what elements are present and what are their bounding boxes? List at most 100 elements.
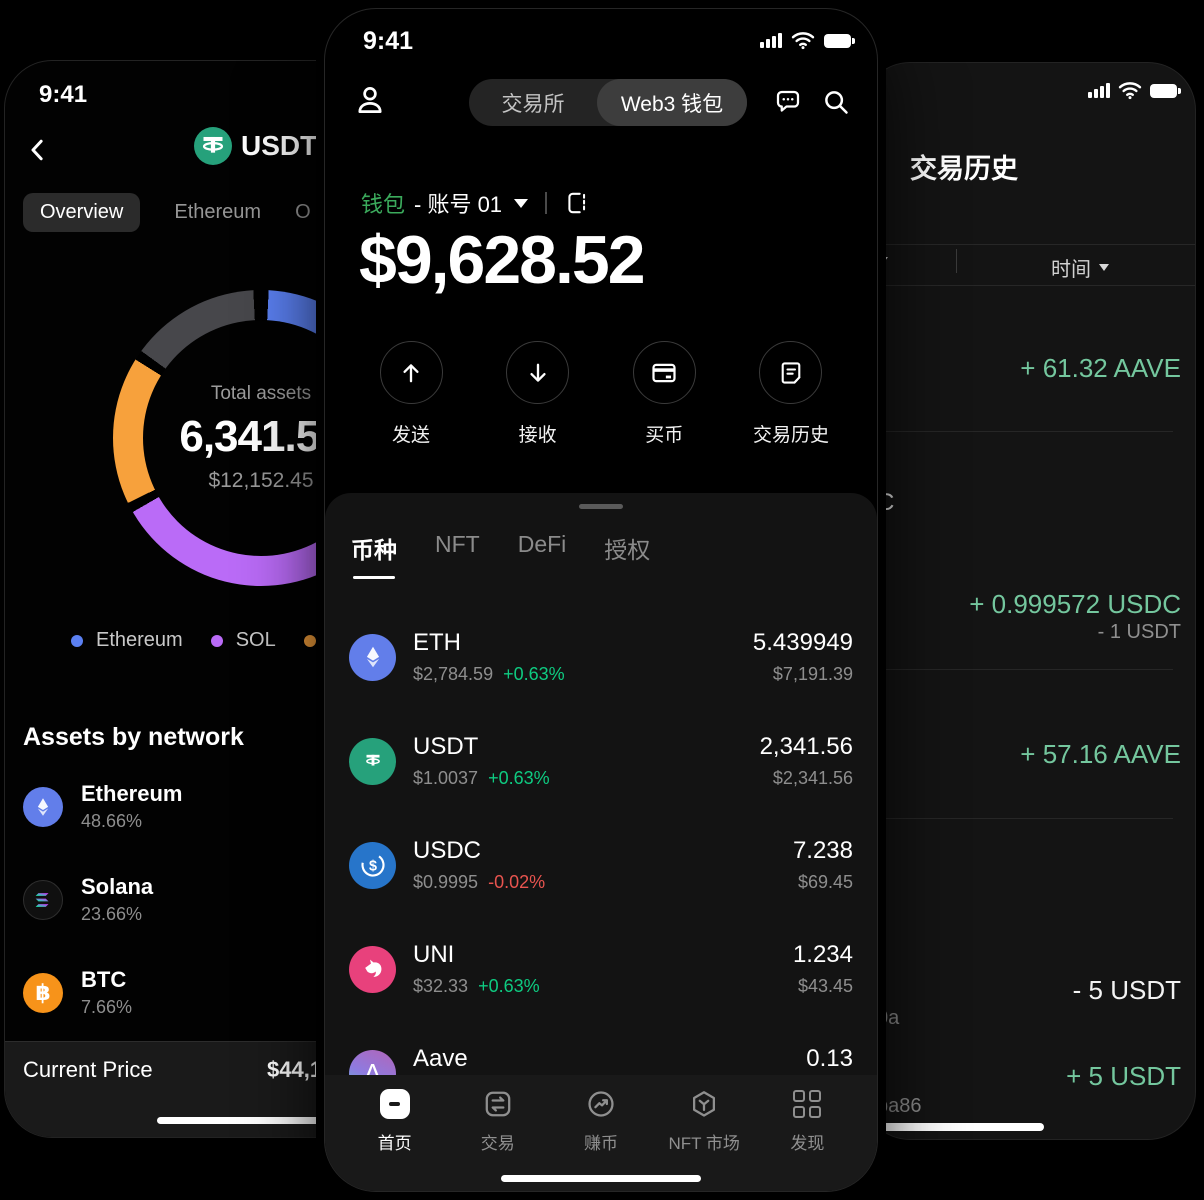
divider — [877, 431, 1173, 432]
tab-defi[interactable]: DeFi — [517, 531, 567, 557]
network-row-solana[interactable]: Solana 23.66% — [23, 874, 153, 925]
tab-nft[interactable]: NFT — [435, 531, 480, 557]
battery-icon — [824, 33, 855, 48]
coin-change: +0.63% — [478, 976, 540, 996]
filter-dropdown-arrow-icon[interactable] — [876, 257, 888, 265]
wifi-icon — [791, 31, 815, 50]
status-icons — [1088, 81, 1181, 100]
coin-price: $2,784.59 — [413, 664, 494, 684]
network-row-ethereum[interactable]: Ethereum 48.66% — [23, 781, 182, 832]
current-price-value: $44,12 — [267, 1057, 335, 1082]
home-indicator[interactable] — [157, 1117, 477, 1124]
nav-discover[interactable]: 发现 — [756, 1087, 859, 1191]
coin-price: $0.9995 — [413, 872, 479, 892]
usdc-icon: $ — [349, 841, 396, 889]
trade-icon — [481, 1087, 515, 1121]
donut-fiat: $12,152.45 — [208, 469, 314, 492]
legend-sol: SOL — [210, 629, 276, 652]
tab-ethereum[interactable]: Ethereum — [174, 201, 262, 223]
eth-icon — [349, 633, 396, 681]
tx-secondary-amount: - 1 USDT — [1097, 621, 1181, 643]
home-indicator[interactable] — [878, 1123, 1044, 1131]
card-icon — [632, 341, 696, 404]
donut-label: Total assets — [210, 383, 312, 404]
divider — [877, 669, 1173, 670]
tab-third[interactable]: O — [295, 201, 311, 223]
send-button[interactable]: 发送 — [359, 341, 463, 447]
btc-dot-icon — [303, 634, 316, 647]
coin-change: +0.63% — [488, 768, 550, 788]
profile-icon[interactable] — [353, 83, 387, 117]
signal-icon — [760, 33, 782, 48]
divider — [545, 192, 548, 214]
section-title: Assets by network — [23, 723, 244, 751]
filter-separator — [956, 249, 957, 273]
status-time: 9:41 — [363, 27, 414, 55]
tx-amount: - 5 USDT — [1072, 975, 1181, 1005]
document-icon — [759, 341, 823, 404]
segmented-control: 交易所 Web3 钱包 — [469, 79, 747, 126]
coin-row-usdc[interactable]: $ USDC $0.9995 -0.02% 7.238 $69.45 — [325, 813, 877, 917]
nav-earn[interactable]: 赚币 — [549, 1087, 652, 1191]
chat-icon[interactable] — [773, 87, 803, 117]
coin-row-usdt[interactable]: USDT $1.0037 +0.63% 2,341.56 $2,341.56 — [325, 709, 877, 813]
wallet-label: 钱包 — [361, 192, 406, 217]
history-button[interactable]: 交易历史 — [739, 341, 843, 447]
back-icon[interactable] — [23, 135, 53, 165]
tab-exchange[interactable]: 交易所 — [501, 92, 565, 116]
divider — [863, 244, 1195, 245]
nav-home[interactable]: 首页 — [343, 1087, 446, 1191]
nft-hexagon-icon — [687, 1087, 721, 1121]
sheet-tabs: 币种 NFT DeFi 授权 — [351, 531, 650, 579]
earn-icon — [584, 1087, 618, 1121]
usdt-icon — [349, 737, 396, 785]
page-title: 交易历史 — [910, 154, 1018, 184]
coin-change: -0.02% — [488, 872, 546, 892]
tab-web3-wallet[interactable]: Web3 钱包 — [597, 79, 747, 126]
search-icon[interactable] — [821, 87, 851, 117]
bottom-nav: 首页 交易 赚币 NFT 市场 — [325, 1075, 877, 1191]
action-buttons: 发送 接收 买币 交易历史 — [325, 341, 877, 447]
page-title: USDT — [194, 127, 317, 165]
tx-amount: + 5 USDT — [1066, 1061, 1181, 1091]
sol-dot-icon — [210, 634, 223, 647]
solana-icon — [23, 879, 63, 920]
account-label: - 账号 01 — [414, 192, 503, 217]
nav-trade[interactable]: 交易 — [446, 1087, 549, 1191]
buy-crypto-button[interactable]: 买币 — [612, 341, 716, 447]
ethereum-icon — [23, 786, 63, 827]
coin-row-eth[interactable]: ETH $2,784.59 +0.63% 5.439949 $7,191.39 — [325, 605, 877, 709]
coin-row-uni[interactable]: UNI $32.33 +0.63% 1.234 $43.45 — [325, 917, 877, 1021]
tx-label-tail: C — [877, 489, 895, 516]
wallet-account-row[interactable]: 钱包 - 账号 01 — [361, 187, 590, 219]
coin-list: ETH $2,784.59 +0.63% 5.439949 $7,191.39 U… — [325, 605, 877, 1125]
tab-approvals[interactable]: 授权 — [604, 537, 651, 563]
status-icons — [760, 31, 855, 50]
time-filter[interactable]: 时间 — [1051, 253, 1109, 282]
network-row-btc[interactable]: ฿ BTC 7.66% — [23, 967, 132, 1018]
nav-nft-market[interactable]: NFT 市场 — [653, 1087, 756, 1191]
wifi-icon — [1118, 81, 1142, 100]
status-time: 9:41 — [39, 81, 88, 108]
chevron-down-icon — [514, 198, 529, 208]
receive-button[interactable]: 接收 — [486, 341, 590, 447]
assets-sheet: 币种 NFT DeFi 授权 ETH $2,784.59 +0.63% 5.439… — [325, 493, 877, 1191]
donut-amount: 6,341.56 — [179, 412, 343, 461]
coin-change: +0.63% — [503, 664, 565, 684]
home-indicator[interactable] — [501, 1175, 701, 1182]
arrow-down-icon — [506, 341, 570, 404]
divider — [877, 818, 1173, 819]
discover-grid-icon — [790, 1087, 824, 1121]
arrow-up-icon — [379, 341, 443, 404]
tx-amount: + 61.32 AAVE — [1020, 353, 1181, 383]
tx-amount: + 57.16 AAVE — [1020, 739, 1181, 769]
btc-icon: ฿ — [23, 972, 63, 1013]
drag-handle[interactable] — [579, 504, 623, 509]
tab-overview[interactable]: Overview — [23, 193, 141, 232]
tab-coins[interactable]: 币种 — [351, 531, 397, 579]
battery-icon — [1150, 83, 1181, 98]
signal-icon — [1088, 83, 1110, 98]
legend-ethereum: Ethereum — [71, 629, 183, 652]
center-phone: 9:41 交易所 Web3 钱包 钱包 - 账号 01 $9,628.52 — [324, 8, 878, 1192]
scan-icon[interactable] — [564, 190, 590, 216]
